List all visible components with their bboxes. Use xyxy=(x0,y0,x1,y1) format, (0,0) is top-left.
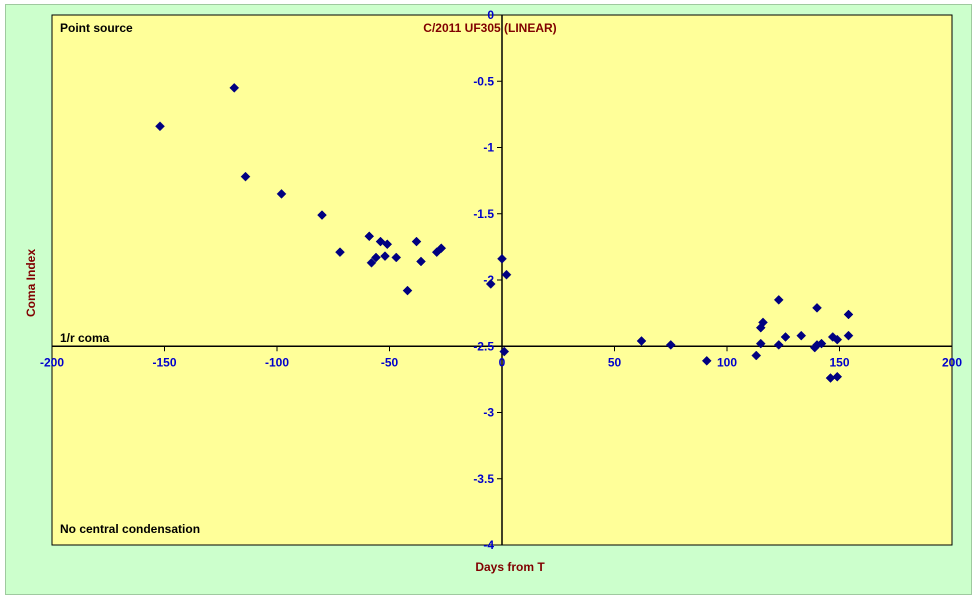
x-tick-label: -200 xyxy=(40,355,64,369)
data-point xyxy=(436,243,447,254)
x-tick-label: 50 xyxy=(608,355,622,369)
data-point xyxy=(796,330,807,341)
y-tick-label: -1 xyxy=(483,141,494,155)
data-point xyxy=(155,121,165,132)
y-tick-label: -1.5 xyxy=(473,207,494,221)
x-tick-label: 150 xyxy=(829,355,849,369)
data-point xyxy=(773,340,784,350)
data-point xyxy=(812,302,822,313)
data-point xyxy=(773,295,784,305)
data-point xyxy=(229,83,240,93)
x-tick-label: 100 xyxy=(717,355,737,369)
ticks: -200 -150 -100 -50 0 50 100 150 200 0 -0.5 -1 -1.5 -2… xyxy=(40,8,962,552)
x-tick-label: 200 xyxy=(942,355,962,369)
annotation-1r-coma: 1/r coma xyxy=(60,331,110,345)
x-axis-title: Days from T xyxy=(475,560,545,574)
data-point xyxy=(755,338,766,349)
data-point xyxy=(501,269,512,280)
data-point xyxy=(411,236,422,247)
y-tick-label: -2 xyxy=(483,273,494,287)
data-point xyxy=(366,257,377,268)
data-point xyxy=(751,350,762,361)
x-tick-label: -150 xyxy=(152,355,176,369)
y-tick-label: -3 xyxy=(483,406,494,420)
data-point xyxy=(364,231,375,242)
data-point xyxy=(499,346,510,357)
data-point xyxy=(701,355,712,366)
data-point xyxy=(843,309,854,320)
y-tick-label: -2.5 xyxy=(473,339,494,353)
x-tick-label: 0 xyxy=(499,355,506,369)
data-point xyxy=(843,330,854,341)
data-point xyxy=(371,252,381,263)
data-point xyxy=(832,334,843,345)
annotation-point-source: Point source xyxy=(60,21,133,35)
data-point xyxy=(276,189,287,199)
data-point xyxy=(382,239,393,250)
data-point xyxy=(636,336,647,346)
data-point xyxy=(375,236,386,247)
data-point xyxy=(816,338,827,349)
annotation-no-central-condensation: No central condensation xyxy=(60,522,200,536)
data-point xyxy=(832,371,843,382)
data-points xyxy=(155,83,854,383)
x-tick-label: -100 xyxy=(265,355,289,369)
y-axis-title: Coma Index xyxy=(24,249,38,317)
y-tick-label: -4 xyxy=(483,538,494,552)
chart-title: C/2011 UF305 (LINEAR) xyxy=(423,21,556,35)
y-tick-label: 0 xyxy=(487,8,494,22)
x-tick-label: -50 xyxy=(381,355,399,369)
data-point xyxy=(665,340,676,350)
data-point xyxy=(758,317,768,328)
data-point xyxy=(780,332,791,342)
data-point xyxy=(380,251,390,262)
data-point xyxy=(497,253,507,264)
data-point xyxy=(416,256,426,267)
y-tick-label: -0.5 xyxy=(473,74,494,88)
data-point xyxy=(485,279,496,289)
data-point xyxy=(335,247,345,258)
data-point xyxy=(391,252,402,263)
data-point xyxy=(317,210,327,220)
data-point xyxy=(402,285,413,296)
data-point xyxy=(240,171,251,182)
y-tick-label: -3.5 xyxy=(473,472,494,486)
